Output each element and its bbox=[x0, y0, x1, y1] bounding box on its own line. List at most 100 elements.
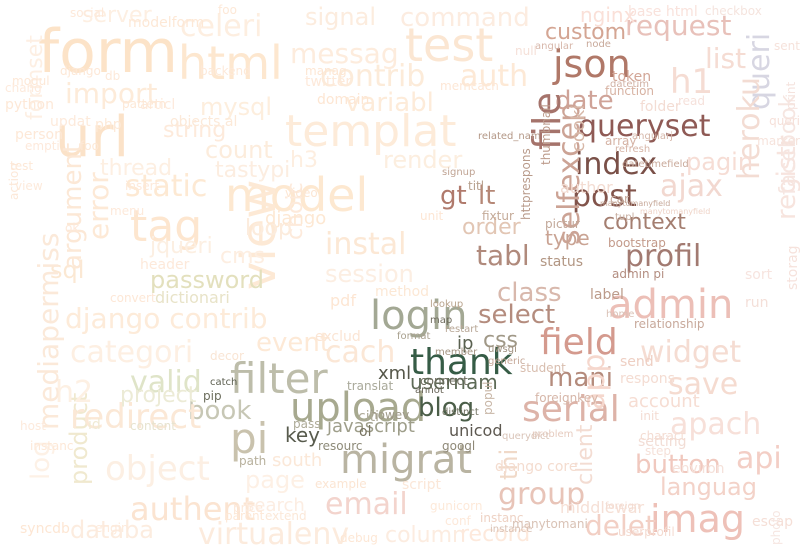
cloud-word: datetim bbox=[610, 79, 649, 90]
cloud-word: step bbox=[645, 444, 671, 458]
cloud-word: south bbox=[272, 450, 323, 471]
cloud-word: import bbox=[65, 77, 158, 110]
cloud-word: model bbox=[225, 168, 369, 222]
cloud-word: social bbox=[70, 6, 105, 20]
cloud-word: related_nam bbox=[478, 131, 541, 142]
cloud-word: command bbox=[400, 3, 530, 33]
cloud-word: manag bbox=[305, 64, 347, 78]
cloud-word: book bbox=[188, 396, 252, 426]
cloud-word: django contrib bbox=[65, 302, 268, 335]
cloud-word: host bbox=[20, 419, 46, 433]
cloud-word: respons bbox=[620, 371, 675, 387]
cloud-word: project bbox=[120, 383, 197, 408]
cloud-word: instal bbox=[325, 227, 407, 262]
cloud-word: search bbox=[245, 495, 305, 516]
cloud-word: json bbox=[553, 42, 631, 86]
cloud-word: html bbox=[178, 36, 283, 90]
cloud-word: citi bbox=[358, 409, 379, 425]
cloud-word: view bbox=[15, 179, 43, 193]
cloud-word: send bbox=[620, 354, 654, 370]
cloud-word: client bbox=[573, 424, 598, 485]
cloud-word: databa bbox=[70, 516, 154, 544]
cloud-word: syncdb bbox=[20, 521, 70, 537]
cloud-word: pass bbox=[293, 417, 321, 431]
cloud-word: string bbox=[163, 118, 227, 143]
cloud-word: django core bbox=[495, 459, 578, 475]
cloud-word: error bbox=[82, 172, 115, 240]
cloud-word: list bbox=[705, 42, 747, 75]
cloud-word: password bbox=[150, 266, 264, 294]
cloud-word: folder bbox=[640, 99, 681, 115]
cloud-word: parent bbox=[225, 509, 265, 523]
cloud-word: signal bbox=[305, 3, 376, 31]
cloud-word: thread bbox=[100, 156, 173, 181]
cloud-word: order bbox=[462, 215, 521, 240]
cloud-word: pattern bbox=[122, 97, 167, 111]
cloud-word: auth bbox=[460, 59, 529, 94]
cloud-word: manytomani bbox=[512, 517, 588, 531]
cloud-word: menu bbox=[110, 204, 145, 218]
cloud-word: content bbox=[130, 419, 176, 433]
cloud-word: modelform bbox=[128, 15, 205, 31]
cloud-word: domain bbox=[317, 92, 370, 108]
cloud-word: variabl bbox=[345, 88, 434, 118]
cloud-word: apach bbox=[670, 407, 762, 442]
cloud-word: lookup bbox=[430, 299, 464, 310]
cloud-word: thank bbox=[410, 342, 513, 383]
cloud-word: record bbox=[460, 522, 531, 547]
cloud-word: admin pi bbox=[612, 267, 665, 281]
cloud-word: translat bbox=[347, 379, 394, 393]
cloud-word: messag bbox=[290, 37, 399, 70]
cloud-word: django bbox=[60, 64, 101, 78]
cloud-word: sort bbox=[745, 267, 773, 283]
cloud-word: conf bbox=[445, 514, 471, 528]
cloud-word: db bbox=[105, 69, 121, 83]
cloud-word: tag bbox=[130, 201, 203, 252]
cloud-word: script bbox=[402, 477, 442, 493]
cloud-word: ol bbox=[359, 424, 372, 440]
cloud-word: pi bbox=[230, 414, 269, 463]
cloud-word: usernam bbox=[410, 370, 498, 394]
cloud-word: tupl bbox=[615, 212, 635, 223]
cloud-word: pagin bbox=[686, 148, 754, 176]
cloud-word: filter bbox=[230, 354, 328, 403]
cloud-word: convert bbox=[110, 291, 156, 305]
cloud-word: middlewar bbox=[560, 498, 645, 517]
cloud-word: fixtur bbox=[482, 209, 514, 223]
cloud-word: unit bbox=[420, 209, 444, 223]
cloud-word: custom bbox=[545, 20, 627, 45]
cloud-word: objects al bbox=[170, 114, 238, 130]
cloud-word: run bbox=[745, 295, 769, 311]
cloud-word: generic bbox=[488, 356, 526, 367]
cloud-word: signup bbox=[442, 167, 476, 178]
cloud-word: instanc bbox=[480, 511, 524, 525]
cloud-word: manytomanyfield bbox=[600, 199, 671, 208]
cloud-word: video bbox=[285, 186, 318, 200]
cloud-word: modul bbox=[12, 74, 50, 88]
cloud-word: memcach bbox=[440, 79, 499, 93]
cloud-word: h2 bbox=[55, 375, 94, 410]
cloud-word: price bbox=[233, 501, 263, 515]
cloud-word: header bbox=[140, 257, 190, 273]
cloud-word: mani bbox=[548, 363, 613, 393]
cloud-word: chang bbox=[5, 81, 42, 95]
cloud-word: refresh bbox=[615, 144, 651, 155]
cloud-word: empti bbox=[25, 139, 60, 153]
cloud-word: person bbox=[15, 127, 63, 143]
cloud-word: titl bbox=[468, 179, 485, 193]
cloud-word: id bbox=[88, 417, 101, 433]
cloud-word: contrib bbox=[320, 59, 426, 94]
cloud-word: lt bbox=[478, 181, 496, 211]
cloud-word: label bbox=[590, 287, 624, 303]
cloud-word: queryset bbox=[578, 109, 711, 144]
cloud-word: catch bbox=[210, 377, 238, 388]
cloud-word: group bbox=[498, 477, 586, 512]
cloud-word: foo bbox=[218, 3, 237, 17]
cloud-word: annot bbox=[415, 385, 444, 396]
cloud-word: tastypi bbox=[215, 158, 291, 183]
cloud-word: widget bbox=[640, 335, 742, 370]
cloud-word: instanc bbox=[30, 439, 74, 453]
cloud-word: pictur bbox=[545, 217, 580, 231]
cloud-word: charact bbox=[640, 429, 686, 443]
